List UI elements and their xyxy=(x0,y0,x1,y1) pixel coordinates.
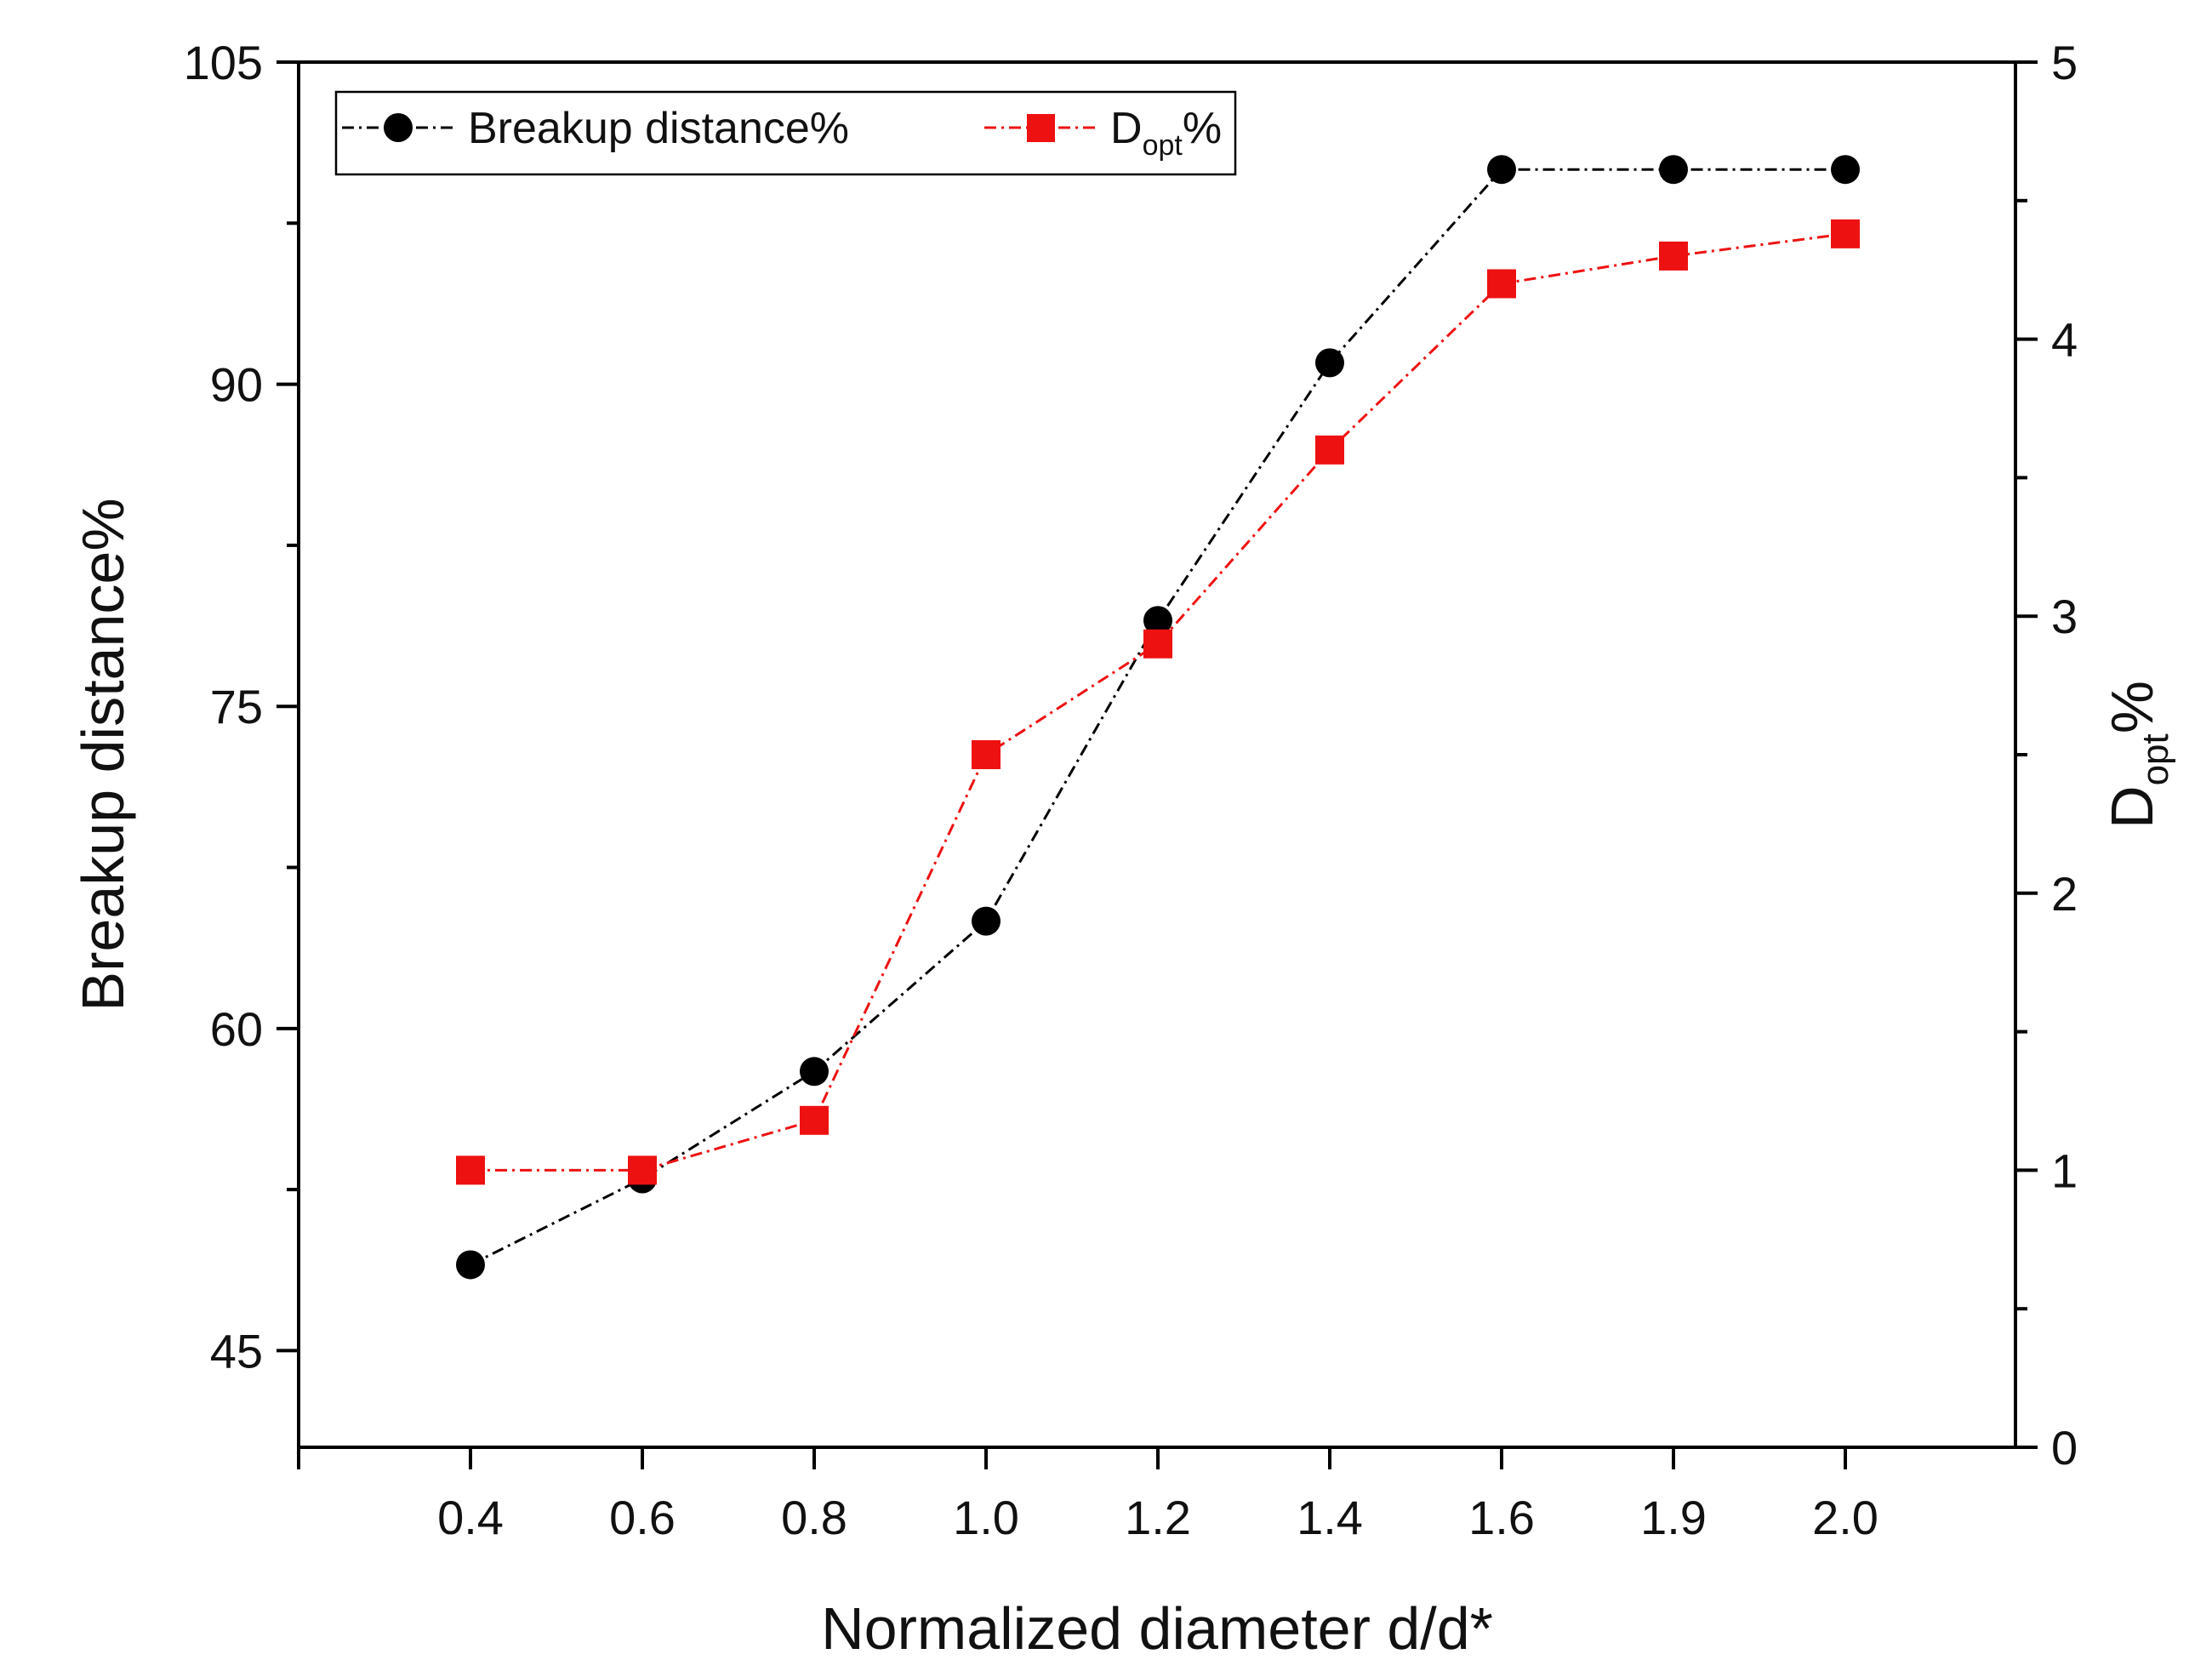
series-line-dopt xyxy=(470,232,1846,1172)
y-tick-label: 90 xyxy=(210,358,263,412)
data-point-dopt xyxy=(456,1155,485,1185)
data-point-dopt xyxy=(1143,629,1172,659)
y-axis-title: Breakup distance% xyxy=(70,498,136,1011)
data-point-breakup xyxy=(1143,606,1172,636)
legend-marker-dopt xyxy=(1027,114,1055,142)
legend-label-dopt-main: D xyxy=(1110,104,1143,153)
y-tick-label: 105 xyxy=(184,36,263,89)
y-tick-label: 60 xyxy=(210,1002,263,1056)
data-point-dopt xyxy=(1487,269,1516,299)
y2-axis-title-suffix: % xyxy=(2099,681,2165,733)
data-point-dopt xyxy=(800,1105,829,1135)
data-point-breakup xyxy=(1487,155,1516,185)
x-axis-title: Normalized diameter d/d* xyxy=(821,1595,1493,1662)
series-line-breakup xyxy=(470,168,1845,1266)
series-layer xyxy=(456,155,1860,1280)
data-point-breakup xyxy=(800,1057,829,1087)
data-point-dopt xyxy=(1659,241,1688,271)
x-tick-label: 1.2 xyxy=(1125,1491,1191,1544)
y-axis-left: 45 60 75 90 105 xyxy=(184,36,299,1378)
x-tick-label: 2.0 xyxy=(1812,1491,1878,1544)
x-tick-label: 0.4 xyxy=(437,1491,504,1544)
y2-axis-title-sub: opt xyxy=(2135,733,2176,785)
y2-axis-title-main: D xyxy=(2099,785,2165,829)
x-tick-label: 1.9 xyxy=(1640,1491,1707,1544)
data-point-breakup xyxy=(1659,155,1688,185)
data-point-breakup xyxy=(972,906,1001,936)
legend-label-dopt-suffix: % xyxy=(1183,104,1222,153)
x-tick-label: 0.8 xyxy=(781,1491,847,1544)
x-tick-label: 1.6 xyxy=(1468,1491,1535,1544)
y-tick-label: 75 xyxy=(210,680,263,733)
y2-tick-label: 5 xyxy=(2051,36,2078,89)
y2-tick-label: 3 xyxy=(2051,590,2078,643)
legend-label-dopt-sub: opt xyxy=(1143,129,1183,162)
y2-axis-title: Dopt% xyxy=(2099,681,2176,829)
data-point-dopt xyxy=(628,1155,657,1185)
data-point-dopt xyxy=(972,740,1001,769)
y-tick-label: 45 xyxy=(210,1324,263,1378)
plot-area xyxy=(297,60,2017,1449)
data-point-breakup xyxy=(1831,155,1860,185)
data-point-dopt xyxy=(1315,435,1344,465)
data-point-dopt xyxy=(1831,219,1860,248)
x-tick-label: 0.6 xyxy=(609,1491,676,1544)
legend-marker-breakup xyxy=(384,113,413,142)
y2-tick-label: 0 xyxy=(2051,1421,2078,1475)
x-tick-label: 1.4 xyxy=(1297,1491,1363,1544)
y-axis-right: 0 1 2 3 4 5 xyxy=(2015,36,2078,1475)
x-axis: 0.4 0.6 0.8 1.0 1.2 1.4 1.6 1.9 2.0 xyxy=(297,1447,1878,1544)
data-point-breakup xyxy=(456,1250,485,1280)
legend-box xyxy=(334,90,1237,176)
y2-tick-label: 4 xyxy=(2051,313,2078,367)
y2-tick-label: 2 xyxy=(2051,867,2078,921)
data-point-breakup xyxy=(1315,348,1344,378)
legend-label-dopt: Dopt% xyxy=(1110,104,1222,162)
x-tick-label: 1.0 xyxy=(953,1491,1019,1544)
y2-tick-label: 1 xyxy=(2051,1144,2078,1197)
legend-label-breakup: Breakup distance% xyxy=(468,104,849,153)
legend: Breakup distance% Dopt% xyxy=(334,90,1237,176)
